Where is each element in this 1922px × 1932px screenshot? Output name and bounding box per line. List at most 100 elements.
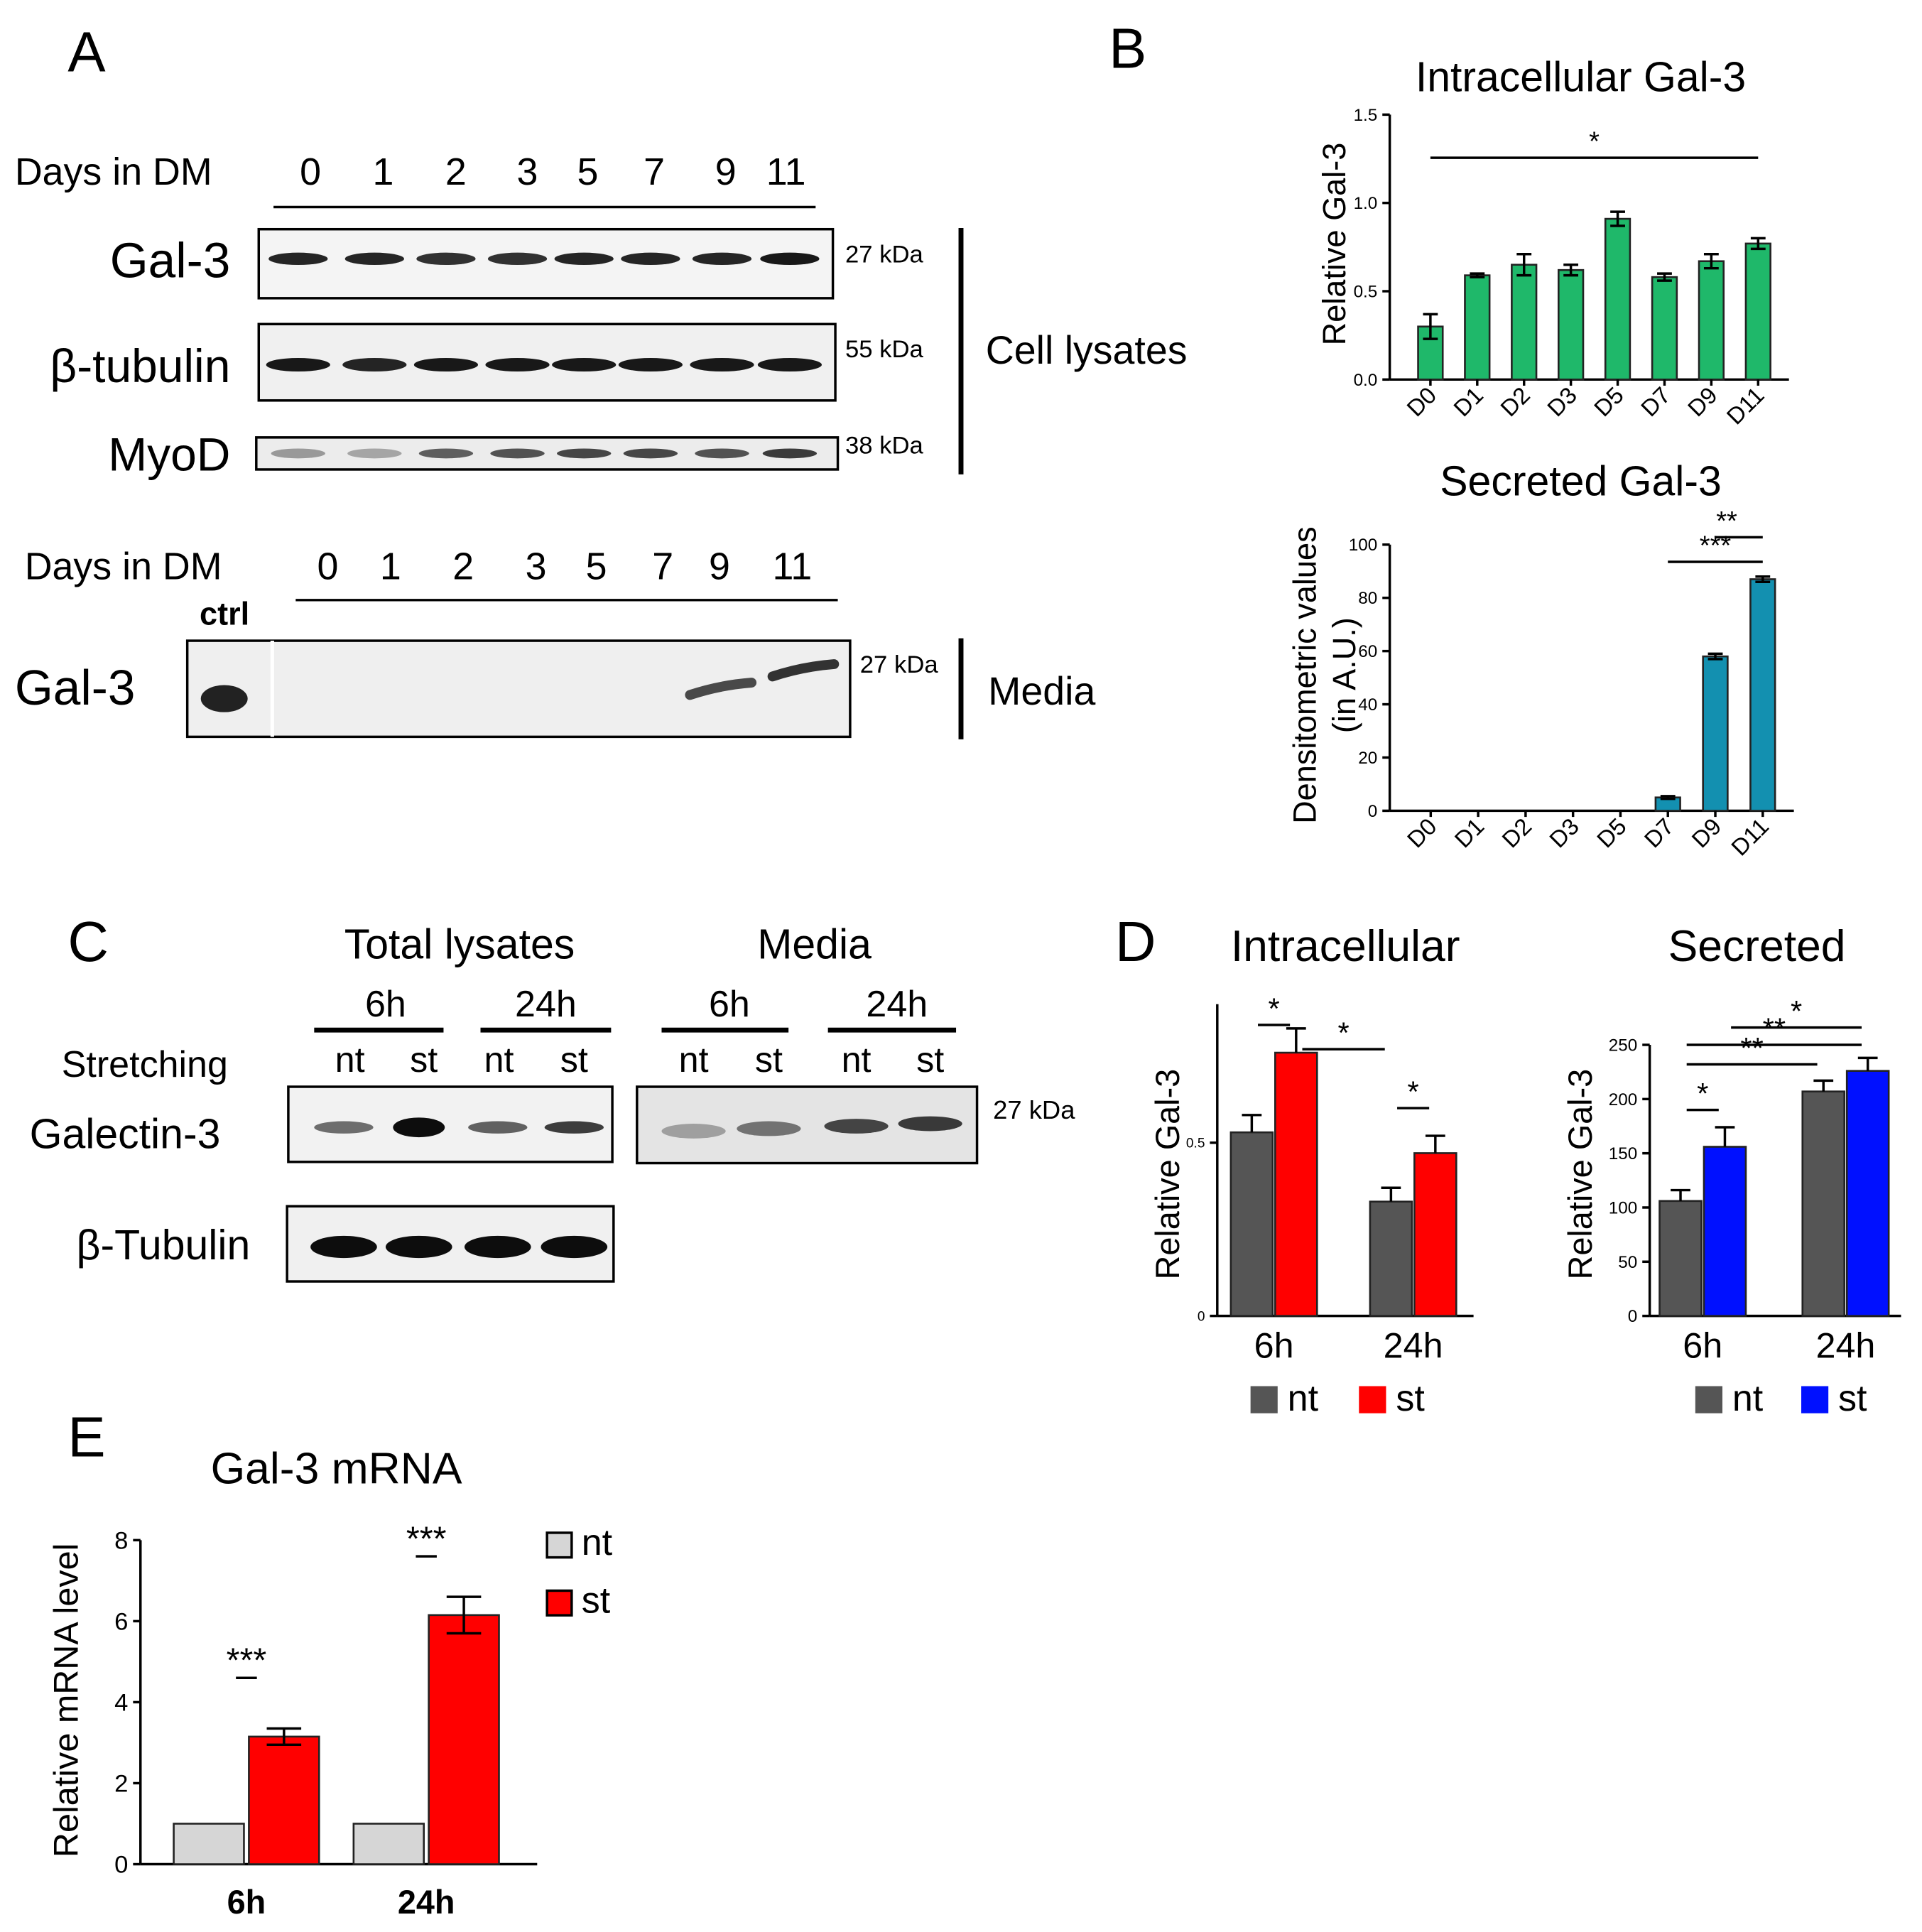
tubulin-band	[385, 1235, 452, 1259]
y-tick-label: 0	[1368, 802, 1378, 821]
galectin3-band	[468, 1121, 528, 1134]
cell-lysates-label: Cell lysates	[986, 328, 1188, 372]
x-tick-label: D7	[1639, 813, 1679, 853]
time-label: 24h	[515, 984, 577, 1025]
condition-label: nt	[335, 1039, 365, 1080]
chart-d-intracellular: 0 0.5 Intracellular Relative Gal-3 6h 24h * * * n…	[1149, 921, 1474, 1419]
day-label: 9	[715, 151, 737, 193]
media-label: Media	[988, 669, 1095, 713]
row-gal3-label: Gal-3	[110, 232, 231, 288]
media-day-label: 2	[452, 545, 474, 587]
x-tick-label: D9	[1683, 381, 1722, 421]
y-tick-label: 100	[1349, 536, 1378, 555]
blot-band	[760, 252, 820, 266]
panel-c: C Total lysates Media 6h 24h 6h 24h Stretch…	[30, 910, 1075, 1283]
significance-label: **	[1740, 1031, 1763, 1065]
significance-label: *	[1697, 1077, 1708, 1110]
tubulin-row-label: β-Tubulin	[77, 1222, 251, 1269]
tubulin-band	[310, 1235, 377, 1259]
x-tick-label: D1	[1448, 381, 1488, 421]
gal3-bands	[268, 252, 820, 266]
c-bands	[310, 1116, 962, 1259]
x-tick-label: D2	[1497, 813, 1536, 853]
y-tick-label: 20	[1358, 749, 1377, 768]
legend-label: nt	[582, 1522, 613, 1563]
blot-band	[485, 357, 550, 372]
media-gal3-band	[661, 1124, 726, 1139]
row-tubulin-label: β-tubulin	[50, 340, 230, 392]
x-tick-label: 24h	[1815, 1325, 1875, 1366]
y-tick-label: 0	[1628, 1307, 1638, 1326]
y-axis-label: Relative mRNA level	[47, 1543, 85, 1857]
bar	[1651, 276, 1678, 381]
bar	[1511, 264, 1538, 381]
x-tick-label: 6h	[1254, 1325, 1294, 1366]
y-tick-label: 2	[114, 1771, 128, 1798]
blot-band	[695, 448, 749, 459]
time-label: 6h	[709, 984, 750, 1025]
significance-label: ***	[227, 1641, 267, 1680]
galectin3-band	[393, 1117, 445, 1138]
y-tick-label: 6	[114, 1609, 128, 1636]
day-label: 11	[766, 151, 806, 193]
media-day-label: 9	[709, 545, 730, 587]
x-tick-label: D5	[1589, 381, 1629, 421]
c-kda: 27 kDa	[993, 1095, 1075, 1124]
chart-gal3-mrna: 0 2 4 6 8 Gal-3 mRNA Relative mRNA level 6h 24h *…	[47, 1444, 612, 1921]
blot-band	[623, 448, 678, 459]
gal3-blot	[257, 227, 835, 300]
bar-nt	[1369, 1200, 1413, 1317]
x-tick-label: D0	[1401, 381, 1441, 421]
y-tick-label: 60	[1358, 642, 1377, 661]
y-tick-label: 1.5	[1354, 106, 1378, 125]
blot-band	[757, 357, 822, 372]
media-gal3-label: Gal-3	[15, 660, 136, 715]
myod-bands	[271, 448, 818, 459]
significance-label: **	[1716, 506, 1737, 536]
bar	[1557, 268, 1585, 381]
bar	[1702, 655, 1729, 812]
day-labels: 0 1 2 3 5 7 9 11	[300, 151, 805, 193]
legend-swatch-st	[545, 1589, 573, 1617]
chart-secreted-gal3: 0 20 40 60 80 100 Secreted Gal-3 Densitometric …	[1287, 458, 1794, 861]
blot-band	[487, 252, 548, 266]
bar-st	[1703, 1146, 1747, 1317]
y-tick-label: 100	[1609, 1198, 1638, 1217]
legend-label: nt	[1288, 1378, 1319, 1419]
kda-27: 27 kDa	[845, 242, 924, 268]
bar	[1604, 217, 1631, 381]
media-title: Media	[757, 922, 872, 968]
x-tick-label: D2	[1495, 381, 1535, 421]
x-tick-label: 6h	[1683, 1325, 1722, 1366]
y-tick-label: 4	[114, 1690, 128, 1717]
ctrl-label: ctrl	[200, 596, 249, 632]
chart-title: Gal-3 mRNA	[211, 1444, 462, 1494]
day-label: 3	[516, 151, 538, 193]
media-day-label: 7	[652, 545, 673, 587]
galectin3-band	[544, 1121, 604, 1134]
blot-band	[692, 252, 752, 266]
bar-st	[1845, 1070, 1890, 1317]
x-tick-label: D11	[1721, 381, 1769, 429]
day-label: 7	[644, 151, 665, 193]
blot-band	[268, 252, 328, 266]
stretching-label: Stretching	[62, 1044, 228, 1085]
media-day-label: 1	[380, 545, 401, 587]
significance-label: *	[1791, 994, 1802, 1028]
chart-d-secreted: 0 50 100 150 200 250 Secreted Relative Gal-3 6h 2…	[1562, 921, 1901, 1419]
legend-label: st	[1396, 1378, 1425, 1419]
bar-st	[1413, 1152, 1457, 1317]
bar-nt	[1229, 1131, 1274, 1317]
condition-label: st	[410, 1039, 438, 1080]
chart-title: Secreted Gal-3	[1440, 458, 1722, 504]
galectin3-row-label: Galectin-3	[30, 1112, 221, 1158]
row-myod-label: MyoD	[108, 428, 230, 481]
kda-55: 55 kDa	[845, 336, 924, 363]
y-axis-label: Relative Gal-3	[1149, 1069, 1186, 1280]
media-band	[767, 659, 840, 682]
y-tick-label: 0.5	[1186, 1136, 1205, 1151]
day-label: 2	[445, 151, 467, 193]
bar-st	[1274, 1051, 1318, 1317]
significance-label: *	[1408, 1075, 1419, 1108]
